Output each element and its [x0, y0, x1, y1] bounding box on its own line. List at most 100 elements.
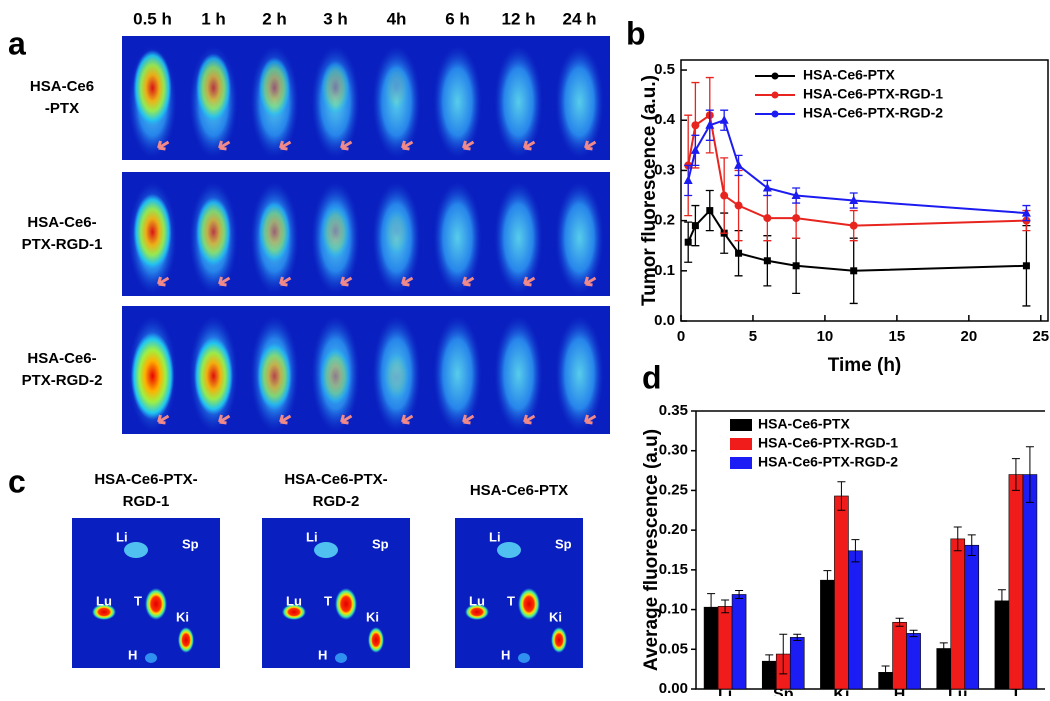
- bar: [964, 544, 980, 690]
- marker: [684, 238, 692, 246]
- arrow: [218, 140, 231, 151]
- organ-label: Lu: [96, 593, 112, 608]
- mouse-body: [555, 316, 604, 432]
- marker: [791, 190, 801, 200]
- organ-label: Sp: [372, 536, 389, 551]
- marker: [691, 121, 700, 130]
- organ-label: T: [134, 593, 142, 608]
- legend-swatch: [730, 419, 752, 431]
- organ-label: Ki: [176, 609, 189, 624]
- legend-marker: [771, 110, 779, 118]
- signal: [321, 204, 350, 260]
- arrow: [462, 414, 475, 425]
- marker: [762, 182, 772, 192]
- mouse-body: [555, 182, 604, 294]
- marker: [849, 221, 858, 230]
- x-tick-label: 15: [889, 328, 906, 345]
- legend-swatch: [730, 438, 752, 450]
- marker: [705, 120, 715, 129]
- bar: [1022, 474, 1038, 690]
- legend-swatch: [730, 457, 752, 469]
- signal: [258, 201, 291, 263]
- time-label: 4h: [387, 9, 407, 28]
- organ: [465, 604, 489, 620]
- marker: [763, 214, 772, 223]
- x-tick-label: 20: [960, 328, 977, 345]
- organ-label: Sp: [555, 536, 572, 551]
- y-tick-label: 0.20: [659, 521, 688, 538]
- mouse-body: [433, 316, 482, 432]
- time-label: 24 h: [562, 9, 596, 28]
- error-bar: [793, 633, 802, 642]
- organ: [335, 653, 347, 663]
- panel-label: a: [8, 25, 26, 61]
- arrow: [340, 140, 353, 151]
- y-tick-label: 0.05: [659, 640, 688, 657]
- legend-label: HSA-Ce6-PTX-RGD-1: [803, 86, 943, 102]
- legend-marker: [771, 91, 779, 99]
- panel-label: d: [642, 359, 662, 395]
- legend-label: HSA-Ce6-PTX-RGD-1: [758, 435, 898, 451]
- signal: [195, 53, 232, 123]
- time-label: 3 h: [323, 9, 348, 28]
- marker: [735, 249, 743, 257]
- organ: [551, 627, 567, 653]
- error-bar: [939, 642, 948, 655]
- error-bar: [1011, 458, 1020, 491]
- arrow: [462, 140, 475, 151]
- y-tick-label: 0.25: [659, 481, 688, 498]
- row-label: HSA-Ce6: [30, 78, 94, 95]
- bar: [848, 550, 863, 690]
- organ: [314, 542, 338, 558]
- organ-image: [262, 518, 410, 668]
- error-bar: [779, 633, 788, 675]
- error-bar: [851, 539, 860, 563]
- y-tick-label: 0.2: [654, 212, 675, 229]
- y-tick-label: 0.5: [654, 61, 675, 78]
- marker: [706, 207, 714, 215]
- arrow: [584, 414, 597, 425]
- y-tick-label: 0.10: [659, 601, 688, 618]
- organ: [145, 588, 167, 620]
- bar: [936, 648, 952, 690]
- error-bar: [895, 617, 904, 627]
- axes: [695, 410, 1045, 690]
- arrow: [279, 414, 292, 425]
- bar: [789, 637, 805, 690]
- legend-label: HSA-Ce6-PTX-RGD-2: [758, 454, 898, 470]
- organ: [92, 604, 116, 620]
- marker: [792, 214, 801, 223]
- y-tick-label: 0.1: [654, 262, 675, 279]
- legend-marker: [771, 72, 779, 80]
- arrow: [401, 414, 414, 425]
- marker: [691, 222, 699, 230]
- organ-label: H: [501, 647, 510, 662]
- organ-label: Li: [306, 529, 318, 544]
- organ: [518, 653, 530, 663]
- arrow: [523, 276, 536, 287]
- organ-label: Lu: [469, 593, 485, 608]
- row-label: -PTX: [45, 100, 79, 117]
- bar: [906, 633, 921, 690]
- organ-label: Li: [489, 529, 501, 544]
- mouse-body: [494, 316, 543, 432]
- arrow: [401, 140, 414, 151]
- arrow: [279, 140, 292, 151]
- arrow: [462, 276, 475, 287]
- marker: [792, 262, 800, 270]
- arrow: [157, 140, 170, 151]
- arrow: [279, 276, 292, 287]
- plot-frame: [680, 59, 1049, 322]
- x-tick-label: H: [894, 686, 906, 696]
- y-tick-label: 0.35: [659, 402, 688, 419]
- time-label: 1 h: [201, 9, 226, 28]
- time-label: 0.5 h: [133, 9, 172, 28]
- arrow: [340, 276, 353, 287]
- image-title: RGD-2: [313, 493, 360, 510]
- marker: [763, 257, 771, 265]
- marker: [719, 115, 729, 124]
- y-tick-label: 0.00: [659, 680, 688, 696]
- organ-label: Sp: [182, 536, 199, 551]
- bar: [717, 606, 733, 690]
